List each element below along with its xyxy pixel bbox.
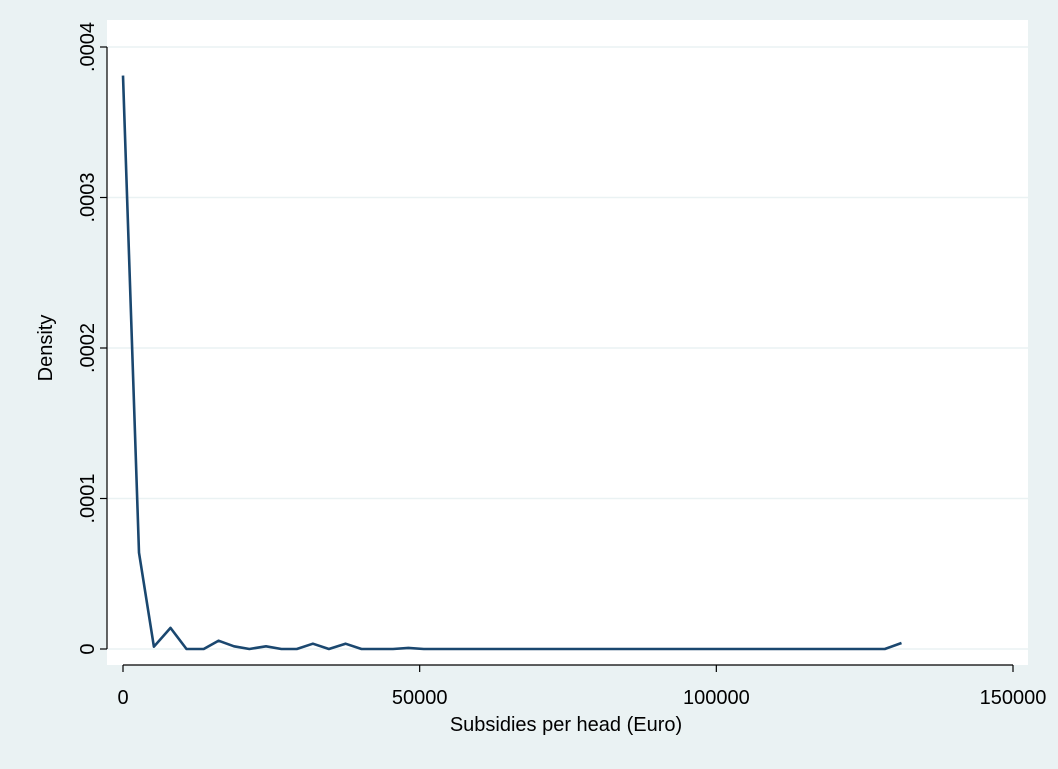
y-tick-label-2: .0002	[77, 323, 99, 373]
y-tick-label-4: .0004	[77, 22, 99, 72]
plot-area	[107, 20, 1028, 665]
x-tick-label-2: 100000	[683, 687, 750, 709]
y-tick-label-3: .0003	[77, 172, 99, 222]
y-tick-label-0: 0	[77, 643, 99, 654]
x-tick-label-0: 0	[117, 687, 128, 709]
x-axis-title: Subsidies per head (Euro)	[450, 714, 682, 736]
density-line-0	[121, 75, 902, 651]
y-tick-label-1: .0001	[77, 473, 99, 523]
series-layer	[121, 75, 902, 651]
axes: 0 .0001 .0002 .0003 .0004 0 50000 100000 150000	[77, 22, 1046, 709]
x-tick-label-1: 50000	[392, 687, 448, 709]
x-tick-label-3: 150000	[980, 687, 1047, 709]
y-axis-title: Density	[35, 315, 57, 382]
